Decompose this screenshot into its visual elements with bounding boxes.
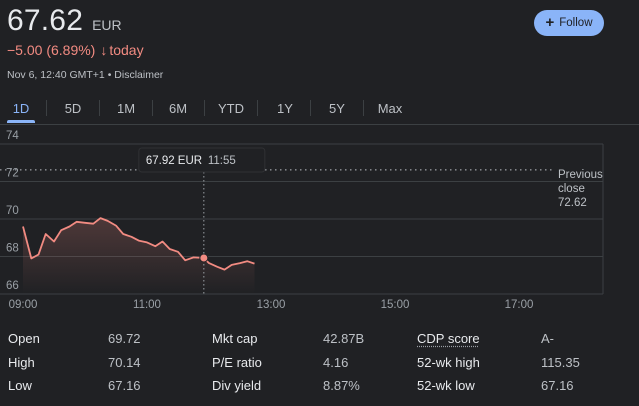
- tab-divider: [257, 100, 258, 116]
- tab-divider: [152, 100, 153, 116]
- tab-label: 5D: [64, 100, 82, 116]
- current-price: 67.62: [7, 4, 84, 37]
- stat-label-high: High: [8, 355, 35, 370]
- tab-divider: [363, 100, 364, 116]
- price-row: 67.62 EUR: [7, 4, 122, 38]
- active-tab-underline: [7, 120, 35, 123]
- tab-label: 1Y: [277, 100, 293, 116]
- arrow-down-icon: ↓: [100, 42, 108, 58]
- stat-value-high: 70.14: [108, 355, 141, 370]
- tooltip-time: 11:55: [208, 155, 236, 167]
- follow-button[interactable]: + Follow: [534, 10, 604, 36]
- tab-max[interactable]: Max: [371, 96, 409, 120]
- price-change: −5.00 (6.89%): [7, 42, 96, 58]
- tab-label: 1M: [116, 100, 136, 116]
- tooltip-price: 67.92 EUR: [146, 155, 202, 167]
- tab-divider: [46, 100, 47, 116]
- y-tick-label: 72: [6, 168, 19, 180]
- previous-close-label: Previous: [558, 169, 603, 181]
- tab-ytd[interactable]: YTD: [213, 96, 249, 120]
- previous-close-value: 72.62: [558, 197, 587, 209]
- stat-row: High 70.14 P/E ratio 4.16 52-wk high 115…: [0, 355, 639, 375]
- change-period: today: [109, 42, 144, 58]
- currency-code: EUR: [92, 17, 122, 33]
- stat-value-mkt-cap: 42.87B: [323, 331, 365, 346]
- stat-label-pe-ratio: P/E ratio: [212, 355, 262, 370]
- tab-5y[interactable]: 5Y: [319, 96, 355, 120]
- hover-point: [199, 253, 209, 263]
- quote-timestamp: Nov 6, 12:40 GMT+1: [7, 69, 105, 81]
- x-tick-label: 11:00: [133, 299, 161, 311]
- price-chart[interactable]: 67.92 EUR 11:55 74 72 70 68 66 09:00 11:00 13:00…: [0, 128, 639, 320]
- tab-divider: [204, 100, 205, 116]
- stat-label-52wk-low: 52-wk low: [417, 378, 475, 393]
- stat-value-52wk-high: 115.35: [541, 355, 580, 370]
- stat-value-low: 67.16: [108, 378, 141, 393]
- tabs-border: [0, 124, 639, 125]
- previous-close-label: close: [558, 183, 585, 195]
- stat-value-pe-ratio: 4.16: [323, 355, 349, 370]
- stat-label-low: Low: [8, 378, 32, 393]
- tab-1m[interactable]: 1M: [108, 96, 144, 120]
- stat-label-cdp-score[interactable]: CDP score: [417, 331, 480, 346]
- stat-row: Low 67.16 Div yield 8.87% 52-wk low 67.1…: [0, 378, 639, 398]
- follow-label: Follow: [559, 17, 593, 29]
- change-row: −5.00 (6.89%) ↓ today: [7, 42, 144, 58]
- series-line: [22, 217, 255, 271]
- tab-label: 6M: [168, 100, 188, 116]
- x-tick-label: 15:00: [381, 299, 410, 311]
- stat-label-open: Open: [8, 331, 40, 346]
- tab-label: 5Y: [329, 100, 345, 116]
- x-tick-label: 17:00: [505, 299, 534, 311]
- stat-value-open: 69.72: [108, 331, 141, 346]
- tab-label: YTD: [218, 100, 244, 116]
- tab-divider: [99, 100, 100, 116]
- stat-label-div-yield: Div yield: [212, 378, 262, 393]
- y-tick-label: 66: [6, 280, 19, 292]
- x-tick-label: 09:00: [9, 299, 38, 311]
- range-tabs: 1D 5D 1M 6M YTD 1Y 5Y Max: [0, 96, 420, 124]
- tab-5d[interactable]: 5D: [55, 96, 91, 120]
- tab-1y[interactable]: 1Y: [267, 96, 303, 120]
- stat-value-cdp-score: A-: [541, 331, 554, 346]
- stat-value-div-yield: 8.87%: [323, 378, 360, 393]
- meta-separator: •: [107, 69, 112, 81]
- y-tick-label: 74: [6, 130, 19, 142]
- stat-label-mkt-cap: Mkt cap: [212, 331, 258, 346]
- quote-meta: Nov 6, 12:40 GMT+1 • Disclaimer: [7, 69, 163, 81]
- disclaimer-link[interactable]: Disclaimer: [114, 69, 164, 81]
- y-tick-label: 70: [6, 205, 19, 217]
- tab-label: Max: [377, 100, 403, 116]
- tab-label: 1D: [12, 100, 30, 116]
- chart-tooltip: [138, 147, 266, 173]
- tab-divider: [310, 100, 311, 116]
- tab-1d[interactable]: 1D: [7, 96, 35, 123]
- stat-label-52wk-high: 52-wk high: [417, 355, 480, 370]
- plus-icon: +: [545, 14, 555, 31]
- series-area: [23, 218, 255, 294]
- stat-row: Open 69.72 Mkt cap 42.87B CDP score A-: [0, 331, 639, 351]
- x-tick-label: 13:00: [257, 299, 286, 311]
- y-tick-label: 68: [6, 243, 19, 255]
- tab-6m[interactable]: 6M: [160, 96, 196, 120]
- stat-value-52wk-low: 67.16: [541, 378, 574, 393]
